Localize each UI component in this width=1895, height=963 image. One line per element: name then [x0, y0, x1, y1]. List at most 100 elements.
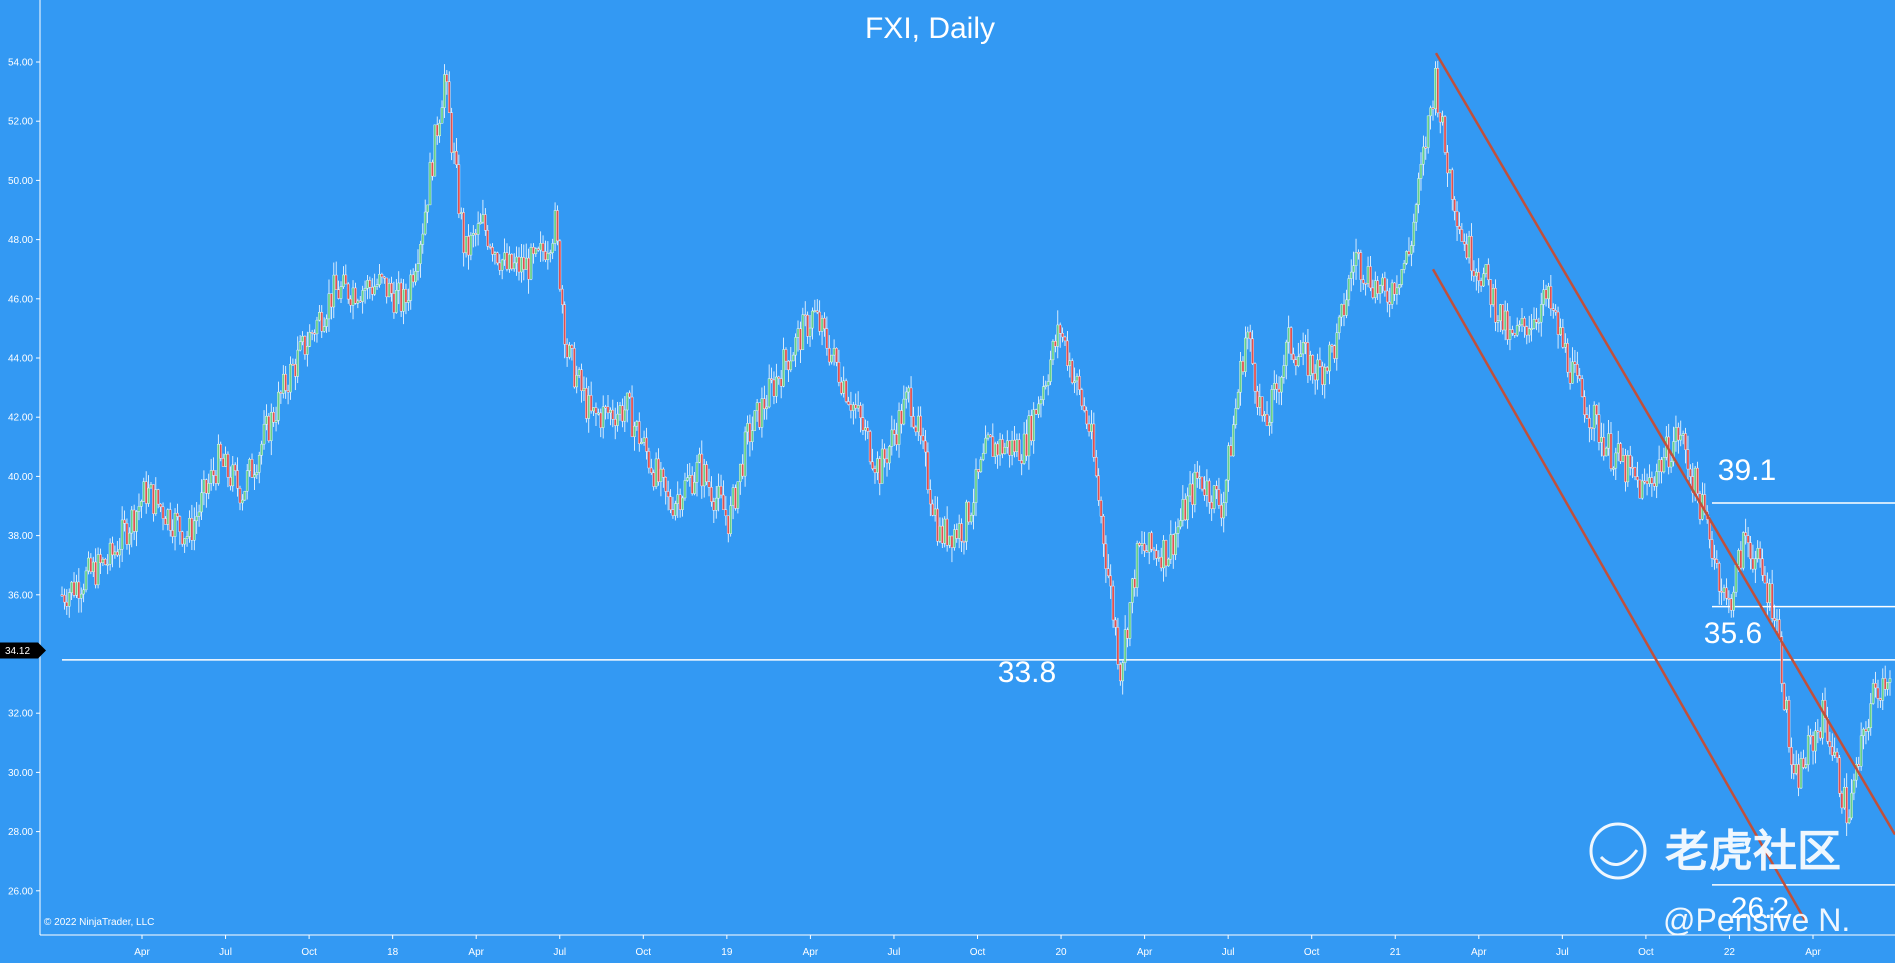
candle-body	[1746, 535, 1750, 543]
candle-body	[469, 235, 473, 256]
candle-body	[1761, 558, 1764, 576]
candle-body	[91, 561, 95, 573]
candle-body	[534, 248, 538, 255]
candle-body	[1652, 483, 1656, 487]
candle-body	[888, 446, 891, 464]
candle-body	[1164, 540, 1168, 567]
candle-body	[1400, 269, 1404, 285]
candle-body	[510, 253, 514, 270]
candle-body	[529, 247, 533, 280]
candle-body	[325, 318, 328, 327]
candle-body	[152, 484, 155, 514]
candle-body	[1017, 439, 1021, 461]
candle-body	[1241, 361, 1245, 372]
candle-body	[724, 509, 728, 517]
candle-body	[392, 293, 396, 313]
candle-body	[1352, 265, 1355, 273]
candle-body	[623, 409, 627, 422]
candle-body	[1385, 290, 1389, 303]
candle-body	[390, 283, 393, 294]
x-tick-label: Apr	[1805, 947, 1821, 958]
candle-body	[149, 484, 153, 489]
candle-body	[1669, 461, 1673, 468]
candle-body	[1857, 764, 1861, 767]
candle-body	[799, 328, 802, 350]
candle-body	[1402, 263, 1406, 270]
candle-body	[758, 402, 761, 428]
candle-body	[1650, 477, 1654, 484]
candle-body	[1309, 354, 1312, 376]
candle-body	[274, 420, 278, 423]
candle-body	[209, 470, 213, 484]
candle-body	[1503, 310, 1507, 331]
candle-body	[635, 421, 639, 427]
candle-body	[751, 430, 754, 442]
candle-body	[955, 529, 959, 539]
candle-body	[296, 349, 300, 377]
candle-body	[1713, 558, 1716, 560]
candle-body	[1013, 439, 1016, 452]
candle-body	[67, 592, 71, 607]
candle-body	[1739, 550, 1743, 569]
candle-body	[245, 470, 249, 492]
candle-body	[1535, 319, 1538, 323]
candle-body	[1342, 304, 1346, 316]
candle-body	[108, 542, 112, 565]
candle-body	[1751, 558, 1755, 570]
candle-body	[837, 361, 841, 383]
candle-body	[356, 300, 360, 304]
candle-body	[474, 233, 478, 235]
candle-body	[455, 150, 458, 165]
candle-body	[849, 404, 853, 411]
candle-body	[842, 380, 846, 394]
candle-body	[1573, 361, 1577, 365]
candle-body	[1328, 344, 1331, 372]
candle-body	[1311, 354, 1315, 374]
candle-body	[962, 541, 966, 543]
candle-body	[156, 489, 160, 505]
candle-body	[1200, 476, 1204, 490]
candle-body	[1299, 353, 1303, 357]
candle-body	[1578, 375, 1582, 379]
candle-body	[344, 274, 348, 285]
candle-body	[897, 410, 901, 445]
candle-body	[1583, 396, 1586, 416]
candle-body	[1818, 731, 1822, 739]
candle-body	[909, 387, 913, 417]
candle-body	[310, 332, 314, 334]
candle-body	[1198, 476, 1201, 479]
candle-body	[1501, 304, 1505, 331]
last-price-label: 34.12	[5, 646, 30, 657]
candle-body	[409, 274, 413, 301]
candle-body	[1354, 252, 1358, 266]
candle-body	[1729, 598, 1733, 611]
candle-body	[871, 461, 874, 469]
candle-body	[645, 437, 648, 452]
candle-body	[1710, 539, 1714, 559]
x-tick-label: 18	[387, 947, 399, 958]
candle-body	[84, 570, 88, 591]
x-tick-label: Oct	[636, 947, 652, 958]
candle-body	[1465, 243, 1468, 259]
candle-body	[130, 509, 134, 534]
candle-body	[1140, 543, 1144, 546]
candle-body	[1275, 383, 1278, 390]
candle-body	[1195, 471, 1199, 479]
candle-body	[1722, 587, 1726, 593]
candle-body	[712, 501, 716, 511]
candle-body	[676, 494, 680, 504]
candle-body	[1268, 422, 1271, 426]
candle-body	[1847, 817, 1851, 824]
candle-body	[931, 503, 935, 516]
candle-body	[397, 282, 401, 291]
candle-body	[508, 253, 511, 270]
candle-body	[652, 472, 655, 487]
candle-body	[969, 514, 973, 523]
candle-body	[868, 431, 872, 463]
candle-body	[212, 470, 215, 476]
candle-body	[1280, 377, 1283, 393]
candle-body	[1022, 433, 1026, 464]
candle-body	[1499, 304, 1502, 321]
candle-body	[1044, 385, 1048, 387]
candle-body	[236, 470, 239, 489]
